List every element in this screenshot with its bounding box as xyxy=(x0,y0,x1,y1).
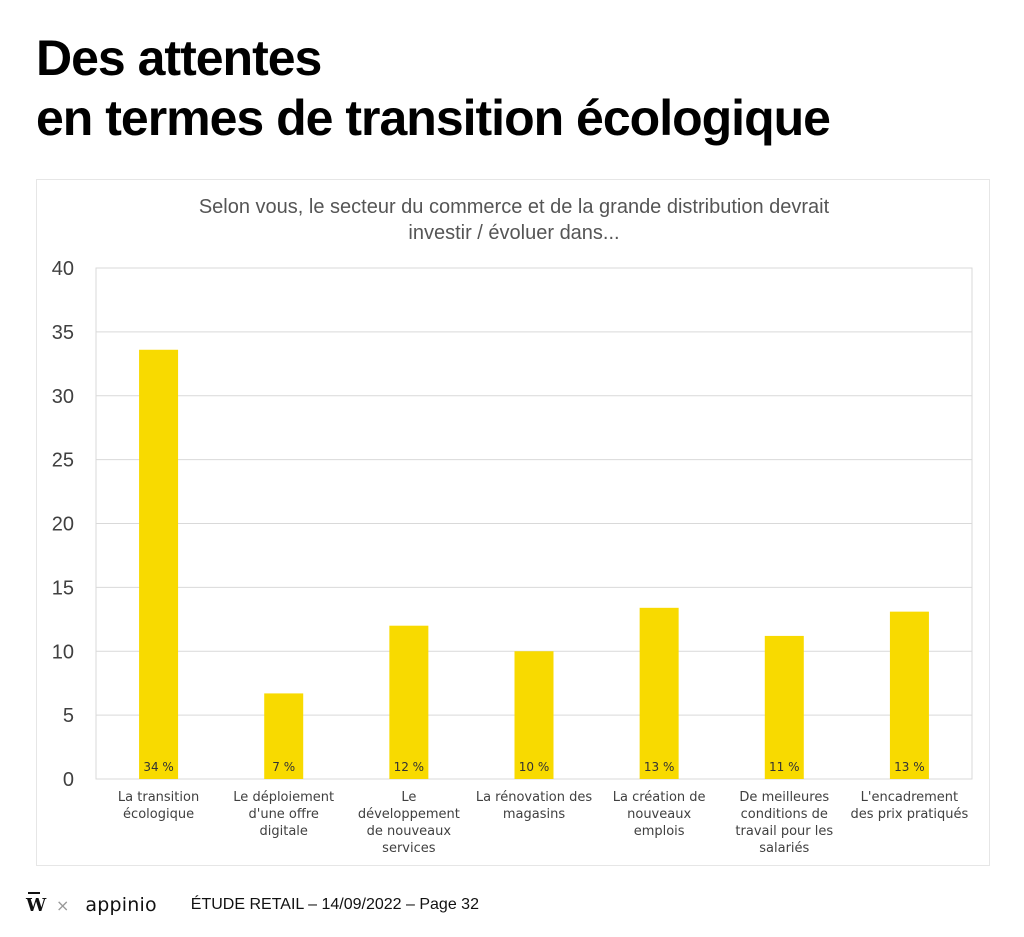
bar-chart: Selon vous, le secteur du commerce et de… xyxy=(52,196,973,856)
bar xyxy=(264,693,304,779)
y-tick-label: 40 xyxy=(52,258,74,280)
x-tick-label: La création de xyxy=(613,790,706,805)
data-label: 34 % xyxy=(143,760,174,774)
data-label: 11 % xyxy=(769,760,800,774)
x-tick-label: d'une offre xyxy=(249,807,319,822)
data-label: 7 % xyxy=(272,760,295,774)
y-tick-label: 5 xyxy=(63,705,74,727)
bar xyxy=(889,611,929,779)
page-title-line-2: en termes de transition écologique xyxy=(36,90,831,146)
x-tick-label: La transition xyxy=(118,790,199,805)
y-tick-label: 0 xyxy=(63,769,74,791)
x-tick-label: de nouveaux xyxy=(367,824,452,839)
x-tick-label: travail pour les xyxy=(735,824,833,839)
x-tick-label: salariés xyxy=(759,841,809,856)
data-label: 13 % xyxy=(644,760,675,774)
bar xyxy=(639,607,679,779)
data-label: 12 % xyxy=(394,760,425,774)
x-tick-label: nouveaux xyxy=(627,807,691,822)
chart-title-line: investir / évoluer dans... xyxy=(408,222,619,244)
x-tick-label: digitale xyxy=(260,824,308,839)
x-tick-label: Le déploiement xyxy=(233,790,334,805)
y-tick-label: 10 xyxy=(52,641,74,663)
page-title-line-1: Des attentes xyxy=(36,30,322,86)
x-tick-label: services xyxy=(382,841,436,856)
x-tick-label: magasins xyxy=(503,807,565,822)
study-page-label: ÉTUDE RETAIL – 14/09/2022 – Page 32 xyxy=(190,896,479,913)
x-tick-label: conditions de xyxy=(741,807,828,822)
y-tick-label: 25 xyxy=(52,450,74,472)
y-tick-label: 15 xyxy=(52,577,74,599)
x-tick-label: emplois xyxy=(634,824,685,839)
x-tick-label: Le xyxy=(401,790,416,805)
x-tick-label: L'encadrement xyxy=(861,790,958,805)
chart-container: Selon vous, le secteur du commerce et de… xyxy=(36,179,990,866)
bar xyxy=(514,651,554,779)
footer: W × appinio ÉTUDE RETAIL – 14/09/2022 – … xyxy=(26,890,626,920)
bar xyxy=(389,625,429,779)
partnership-separator: × xyxy=(56,895,70,915)
x-tick-label: De meilleures xyxy=(739,790,829,805)
y-tick-label: 30 xyxy=(52,386,74,408)
chart-title-line: Selon vous, le secteur du commerce et de… xyxy=(199,196,830,218)
x-tick-label: La rénovation des xyxy=(476,790,593,805)
data-label: 13 % xyxy=(894,760,925,774)
x-tick-label: écologique xyxy=(123,807,194,822)
x-tick-label: développement xyxy=(358,807,460,822)
bar xyxy=(139,349,179,779)
data-label: 10 % xyxy=(519,760,550,774)
w-logo: W xyxy=(26,891,47,916)
x-tick-label: des prix pratiqués xyxy=(851,807,969,822)
page-title: Des attentes en termes de transition éco… xyxy=(36,28,831,148)
bar xyxy=(764,635,804,779)
y-tick-label: 35 xyxy=(52,322,74,344)
appinio-logo: appinio xyxy=(85,894,157,916)
y-tick-label: 20 xyxy=(52,514,74,536)
